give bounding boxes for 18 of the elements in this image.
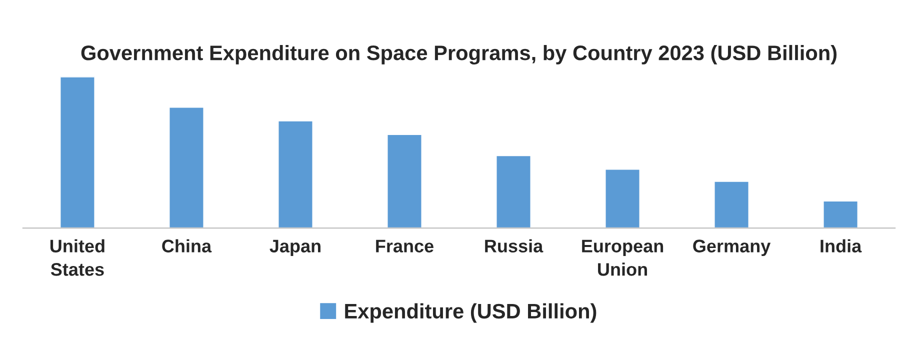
x-tick-label: France (376, 240, 434, 252)
bar (277, 120, 314, 228)
bar (59, 76, 96, 228)
bar (713, 180, 750, 228)
x-tick-label: China (162, 239, 212, 252)
chart-title: Government Expenditure on Space Programs, by Country 2023 (USD Billion) (81, 44, 837, 64)
legend-label: Expenditure (USD Billion) (345, 303, 596, 323)
bar (604, 168, 641, 228)
x-tick-label: United States (50, 239, 104, 276)
bar (168, 106, 205, 228)
bar (495, 154, 532, 228)
x-tick-label: European Union (582, 240, 664, 276)
x-tick-label: Germany (693, 240, 771, 256)
bar (822, 200, 859, 228)
x-tick-label: Japan (270, 240, 320, 256)
x-tick-label: Russia (485, 239, 544, 252)
bar (386, 134, 423, 228)
x-tick-label: India (820, 239, 862, 252)
